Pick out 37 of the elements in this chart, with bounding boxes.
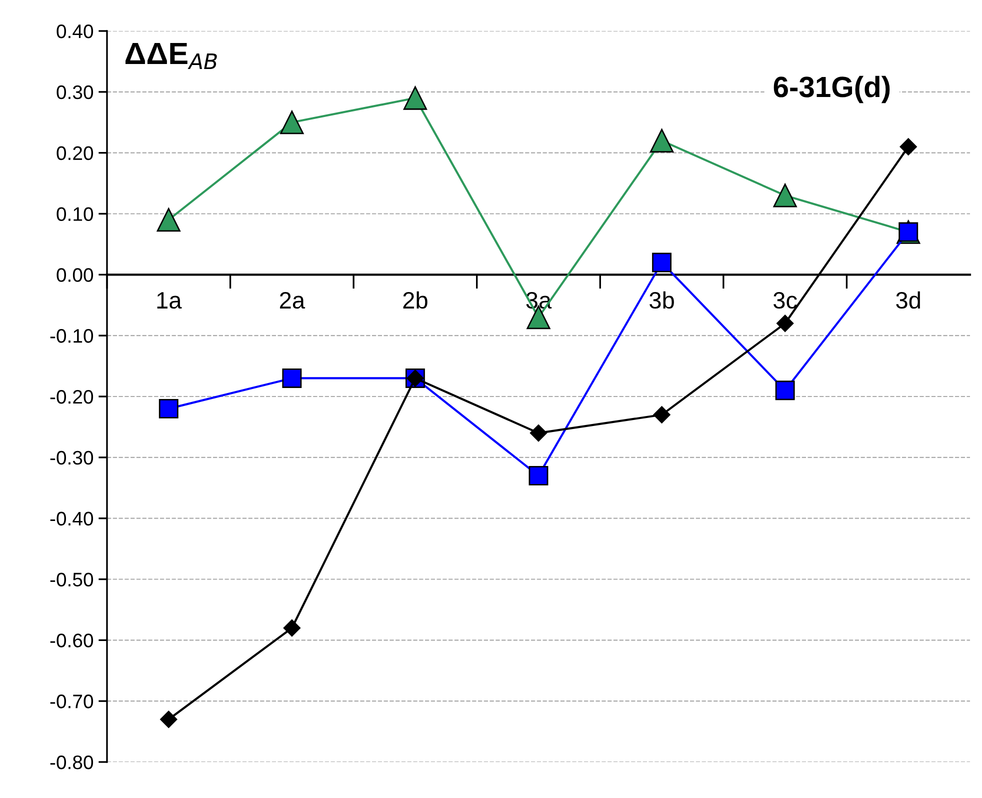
point: [530, 424, 548, 442]
y-tick-label: -0.40: [50, 512, 94, 526]
y-tick-label: 0.20: [56, 146, 94, 160]
y-tick-label: 0.10: [56, 207, 94, 221]
point: [403, 86, 428, 110]
point: [653, 406, 670, 424]
x-tick-label: 3d: [896, 291, 920, 309]
point: [160, 710, 178, 728]
annotation: 6-31G(d): [774, 76, 890, 104]
x-tick-label: 3b: [650, 291, 674, 309]
point: [652, 252, 672, 272]
x-tick-label: 2a: [280, 292, 306, 309]
chart-title: ΔΔE$_{AB}$: [125, 43, 217, 70]
point: [900, 138, 917, 156]
point: [775, 380, 795, 400]
point: [773, 184, 797, 208]
x-tick-label: 1a: [157, 292, 182, 309]
x-tick-label: 3c: [774, 292, 797, 309]
y-tick-label: -0.10: [50, 329, 94, 343]
x-tick-label: 2b: [403, 291, 428, 309]
y-tick-label: -0.30: [50, 450, 94, 465]
y-tick-label: -0.50: [50, 572, 94, 586]
y-tick-label: 0.30: [56, 85, 94, 100]
point: [528, 466, 548, 486]
y-tick-label: 0.40: [56, 24, 94, 38]
y-tick-label: -0.60: [50, 634, 94, 648]
y-tick-label: -0.20: [50, 390, 94, 404]
point: [650, 128, 674, 152]
point: [282, 368, 302, 388]
point: [280, 110, 304, 134]
point: [776, 314, 794, 332]
y-tick-label: -0.70: [50, 694, 94, 708]
y-tick-label: -0.80: [50, 755, 94, 770]
point: [156, 208, 180, 232]
point: [283, 619, 300, 637]
point: [158, 398, 178, 418]
y-tick-label: 0.00: [56, 268, 94, 282]
